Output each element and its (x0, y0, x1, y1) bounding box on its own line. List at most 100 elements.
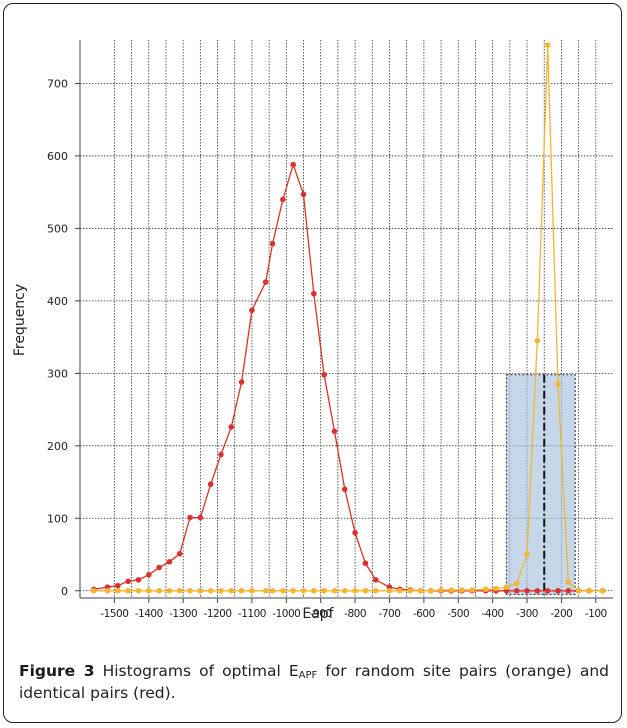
data-point-1 (458, 587, 465, 593)
y-tick-label: 700 (47, 77, 68, 90)
x-tick-label: -200 (550, 608, 572, 620)
data-point-0 (352, 529, 358, 536)
x-tick-label: -1300 (169, 608, 197, 620)
data-point-0 (341, 486, 348, 493)
data-point-1 (187, 587, 193, 594)
y-tick-label: 300 (47, 367, 68, 380)
data-point-1 (300, 587, 307, 594)
data-point-1 (280, 587, 286, 594)
data-point-1 (125, 587, 131, 594)
data-point-1 (407, 587, 413, 594)
data-point-0 (187, 514, 193, 521)
data-point-1 (469, 587, 475, 593)
data-point-0 (166, 558, 173, 565)
data-point-0 (145, 572, 152, 578)
data-point-1 (513, 580, 520, 587)
data-point-0 (555, 587, 561, 594)
data-point-1 (586, 587, 592, 594)
data-point-1 (599, 587, 606, 594)
data-point-0 (115, 582, 121, 589)
data-point-1 (534, 337, 541, 344)
x-tick-label: -800 (344, 608, 366, 620)
data-point-1 (166, 587, 173, 594)
data-point-0 (311, 290, 317, 297)
data-point-1 (269, 587, 276, 594)
data-point-1 (197, 587, 204, 594)
data-point-1 (555, 381, 561, 388)
data-point-1 (311, 587, 317, 594)
data-point-1 (386, 587, 393, 594)
figure-caption: Figure 3 Histograms of optimal EAPF for … (19, 660, 609, 704)
y-tick-label: 100 (47, 512, 68, 525)
y-tick-label: 200 (47, 440, 68, 453)
data-point-0 (238, 379, 245, 385)
data-point-1 (575, 587, 582, 594)
data-point-1 (262, 587, 269, 594)
data-point-1 (397, 587, 403, 594)
figure-label: Figure 3 (19, 662, 95, 680)
data-point-1 (565, 579, 572, 585)
data-point-1 (145, 587, 152, 594)
data-point-0 (218, 451, 224, 458)
data-point-1 (493, 585, 499, 592)
x-tick-label: -1100 (238, 608, 266, 620)
x-tick-label: -100 (585, 608, 607, 620)
data-point-1 (341, 587, 348, 594)
x-tick-label: -1200 (204, 608, 232, 620)
tick-labels: 0 100 200 300 400 500 600 700 -1500 -1400 -1300 -12… (47, 77, 607, 620)
data-point-1 (321, 587, 327, 594)
x-tick-label: -1400 (135, 608, 163, 620)
x-tick-label: -300 (516, 608, 538, 620)
data-point-0 (280, 196, 286, 203)
data-point-0 (156, 564, 162, 571)
data-point-0 (262, 279, 269, 285)
y-tick-label: 600 (47, 150, 68, 163)
data-point-1 (482, 586, 489, 593)
x-tick-label: -400 (482, 608, 504, 620)
y-tick-label: 500 (47, 222, 68, 235)
data-point-1 (544, 42, 551, 48)
data-point-0 (269, 240, 276, 247)
data-point-1 (290, 587, 297, 594)
data-point-1 (417, 587, 424, 594)
data-point-1 (90, 587, 97, 594)
data-point-1 (207, 587, 214, 594)
data-point-0 (331, 428, 338, 435)
data-point-0 (125, 578, 131, 585)
axes (75, 40, 613, 603)
highlight-region (505, 374, 576, 595)
y-tick-label: 400 (47, 295, 68, 308)
grid (80, 40, 613, 598)
data-point-0 (207, 481, 214, 488)
y-axis-label: Frequency (12, 283, 28, 357)
data-point-0 (290, 161, 297, 168)
data-point-1 (352, 587, 358, 594)
data-point-0 (362, 560, 369, 567)
data-point-0 (321, 372, 327, 378)
x-tick-label: -1500 (100, 608, 128, 620)
data-point-1 (115, 587, 121, 594)
data-point-1 (238, 587, 245, 594)
caption-text-1: Histograms of optimal E (94, 662, 299, 680)
data-point-0 (565, 587, 572, 594)
data-point-1 (218, 587, 224, 594)
x-axis-label: Eapf (302, 606, 334, 622)
data-point-0 (228, 424, 235, 430)
data-point-1 (372, 587, 379, 594)
x-tick-label: -600 (413, 608, 435, 620)
x-tick-label: -500 (447, 608, 469, 620)
highlight-box (505, 374, 576, 595)
data-point-1 (362, 587, 369, 594)
data-point-1 (503, 584, 510, 590)
data-point-0 (372, 577, 379, 583)
data-point-0 (544, 587, 551, 594)
data-point-1 (438, 587, 444, 593)
data-point-1 (448, 587, 455, 593)
data-point-0 (524, 587, 530, 594)
data-point-1 (427, 587, 434, 594)
caption-text-2: for random site pairs (orange) and ident… (19, 662, 609, 702)
data-point-1 (228, 587, 235, 594)
data-point-0 (176, 550, 183, 557)
x-tick-label: -1000 (272, 608, 300, 620)
